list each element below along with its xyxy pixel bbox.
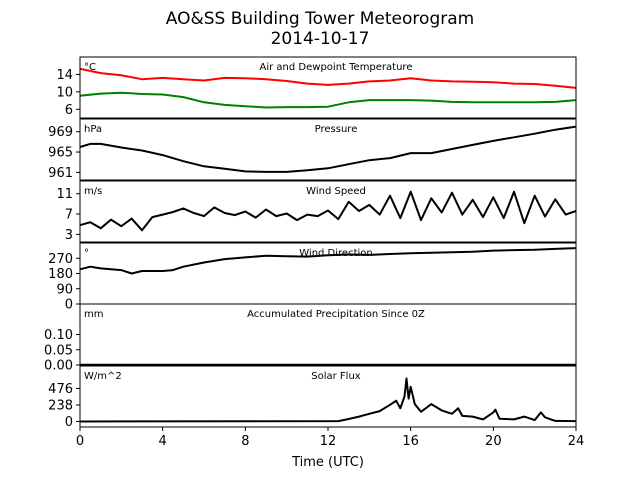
panel-3-ytick-label: 11 — [56, 187, 73, 202]
panel-6-ytick-label: 0 — [65, 415, 73, 430]
panel-1: 6 10 14 °C Air and Dewpoint Temperature — [56, 56, 577, 119]
panel-5-title: Accumulated Precipitation Since 0Z — [247, 309, 425, 320]
panel-4-ytick-label: 180 — [48, 267, 73, 282]
x-tick-label: 8 — [241, 434, 249, 449]
x-tick-label: 4 — [159, 434, 167, 449]
panel-1-series-1-line — [79, 67, 577, 89]
panel-4-ytick-label: 0 — [65, 298, 73, 313]
x-tick-label: 12 — [320, 434, 337, 449]
panel-1-ytick-label: 10 — [56, 85, 73, 100]
x-axis-label: Time (UTC) — [291, 455, 364, 470]
panel-4-unit: ° — [84, 248, 89, 259]
panel-2-frame — [79, 118, 577, 181]
panel-5-unit: mm — [84, 309, 103, 320]
panel-2-ytick-label: 961 — [48, 166, 73, 181]
panel-6-series-1-line — [79, 377, 577, 423]
panel-1-ytick-label: 6 — [65, 103, 73, 118]
panel-3-unit: m/s — [84, 186, 102, 197]
panel-5-ytick-label: 0.10 — [44, 328, 73, 343]
x-tick-label: 24 — [568, 434, 585, 449]
panel-1-unit: °C — [84, 62, 96, 73]
panel-3-frame — [79, 180, 577, 243]
panel-4-title: Wind Direction — [299, 248, 373, 259]
panel-2-title: Pressure — [315, 124, 358, 135]
panel-6-unit: W/m^2 — [84, 371, 122, 382]
panel-3-ytick-label: 7 — [65, 208, 73, 223]
panel-1-ytick-label: 14 — [56, 68, 73, 83]
panel-2-ytick-label: 969 — [48, 125, 73, 140]
panel-6-title: Solar Flux — [311, 371, 361, 382]
panel-2-series-1-line — [79, 125, 577, 173]
panel-1-series-2-line — [79, 91, 577, 109]
panel-3-series-1-line — [79, 190, 577, 232]
panel-2: 961 965 969 hPa Pressure — [48, 118, 577, 181]
figure-title-line2: 2014-10-17 — [271, 29, 370, 49]
panel-5-ytick-label: 0.05 — [44, 343, 73, 358]
panel-2-ytick-label: 965 — [48, 146, 73, 161]
panel-4-ytick-label: 270 — [48, 252, 73, 267]
panel-3-title: Wind Speed — [306, 186, 366, 197]
panel-4-series-1-line — [79, 247, 577, 275]
panel-1-title: Air and Dewpoint Temperature — [260, 62, 413, 73]
panel-1-frame — [79, 56, 577, 119]
x-tick-label: 0 — [76, 434, 84, 449]
panel-3-ytick-label: 3 — [65, 228, 73, 243]
x-axis: 0 4 8 12 16 20 24 — [76, 427, 584, 449]
panel-4-ytick-label: 90 — [56, 282, 73, 297]
figure-title-line1: AO&SS Building Tower Meteorogram — [166, 9, 474, 29]
panel-2-unit: hPa — [84, 124, 102, 135]
panel-5: 0.000.050.10 mm Accumulated Precipitation … — [44, 303, 577, 374]
panel-3: 3 7 11 m/s Wind Speed — [56, 180, 577, 243]
panel-6-ytick-label: 238 — [48, 398, 73, 413]
panel-6-ytick-label: 476 — [48, 382, 73, 397]
panel-5-ytick-label: 0.00 — [44, 359, 73, 374]
x-tick-label: 16 — [402, 434, 419, 449]
x-tick-label: 20 — [485, 434, 502, 449]
